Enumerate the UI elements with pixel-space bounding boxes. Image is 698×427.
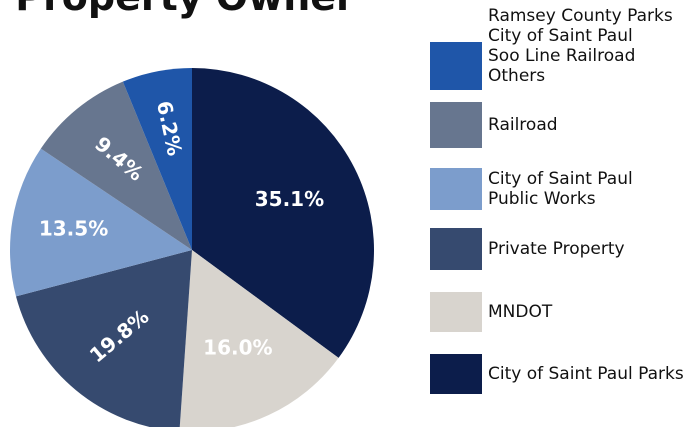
legend-item: MNDOT [430, 292, 552, 332]
legend-item: City of Saint Paul Parks [430, 354, 684, 394]
legend-swatch [430, 228, 482, 270]
pie-slice [179, 250, 339, 427]
legend-swatch [430, 42, 482, 90]
data-label: 16.0% [203, 336, 272, 360]
legend-label: Railroad [488, 115, 558, 135]
pie-slice [16, 250, 192, 427]
legend-swatch [430, 354, 482, 394]
legend-swatch [430, 292, 482, 332]
legend-label: City of Saint Paul Public Works [488, 169, 633, 209]
legend-item: Ramsey County Parks City of Saint Paul S… [430, 6, 673, 90]
data-label: 13.5% [39, 217, 108, 241]
legend-label: Ramsey County Parks City of Saint Paul S… [488, 6, 673, 86]
pie-slice [9, 148, 193, 297]
legend-swatch [430, 168, 482, 210]
legend-label: City of Saint Paul Parks [488, 364, 684, 384]
legend-label: Private Property [488, 239, 625, 259]
pie-slice [122, 68, 192, 250]
legend-label: MNDOT [488, 302, 553, 322]
pie-slice [40, 81, 193, 250]
legend-item: Private Property [430, 228, 625, 270]
legend-swatch [430, 102, 482, 148]
legend-item: City of Saint Paul Public Works [430, 168, 633, 210]
data-label: 35.1% [255, 187, 324, 211]
legend-item: Railroad [430, 102, 558, 148]
chart-title: Property Owner [15, 0, 355, 19]
pie-slice [192, 68, 375, 358]
